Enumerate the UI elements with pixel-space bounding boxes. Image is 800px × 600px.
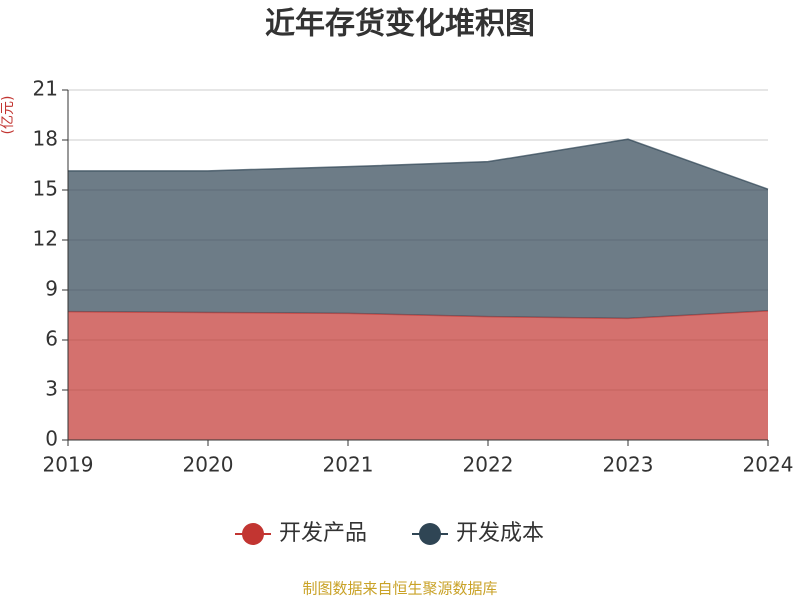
legend-label: 开发成本 (456, 521, 544, 546)
source-note: 制图数据来自恒生聚源数据库 (302, 580, 497, 598)
y-tick-label: 3 (45, 377, 58, 401)
area (68, 310, 768, 440)
legend-marker (242, 523, 264, 545)
x-tick-label: 2020 (183, 453, 234, 477)
chart-title: 近年存货变化堆积图 (265, 7, 535, 42)
legend-marker (419, 523, 441, 545)
y-tick-label: 12 (33, 227, 58, 251)
area-edge (68, 138, 769, 190)
legend-label: 开发产品 (279, 521, 367, 546)
x-tick-label: 2019 (43, 453, 94, 477)
y-tick-label: 21 (33, 77, 58, 101)
y-axis-label: (亿元) (0, 96, 16, 135)
x-tick-label: 2024 (743, 453, 794, 477)
y-tick-label: 6 (45, 327, 58, 351)
y-tick-label: 0 (45, 427, 58, 451)
y-tick-label: 9 (45, 277, 58, 301)
y-tick-label: 15 (33, 177, 58, 201)
area (68, 139, 768, 319)
x-tick-label: 2021 (323, 453, 374, 477)
y-tick-label: 18 (33, 127, 58, 151)
x-tick-label: 2022 (463, 453, 514, 477)
x-tick-label: 2023 (603, 453, 654, 477)
